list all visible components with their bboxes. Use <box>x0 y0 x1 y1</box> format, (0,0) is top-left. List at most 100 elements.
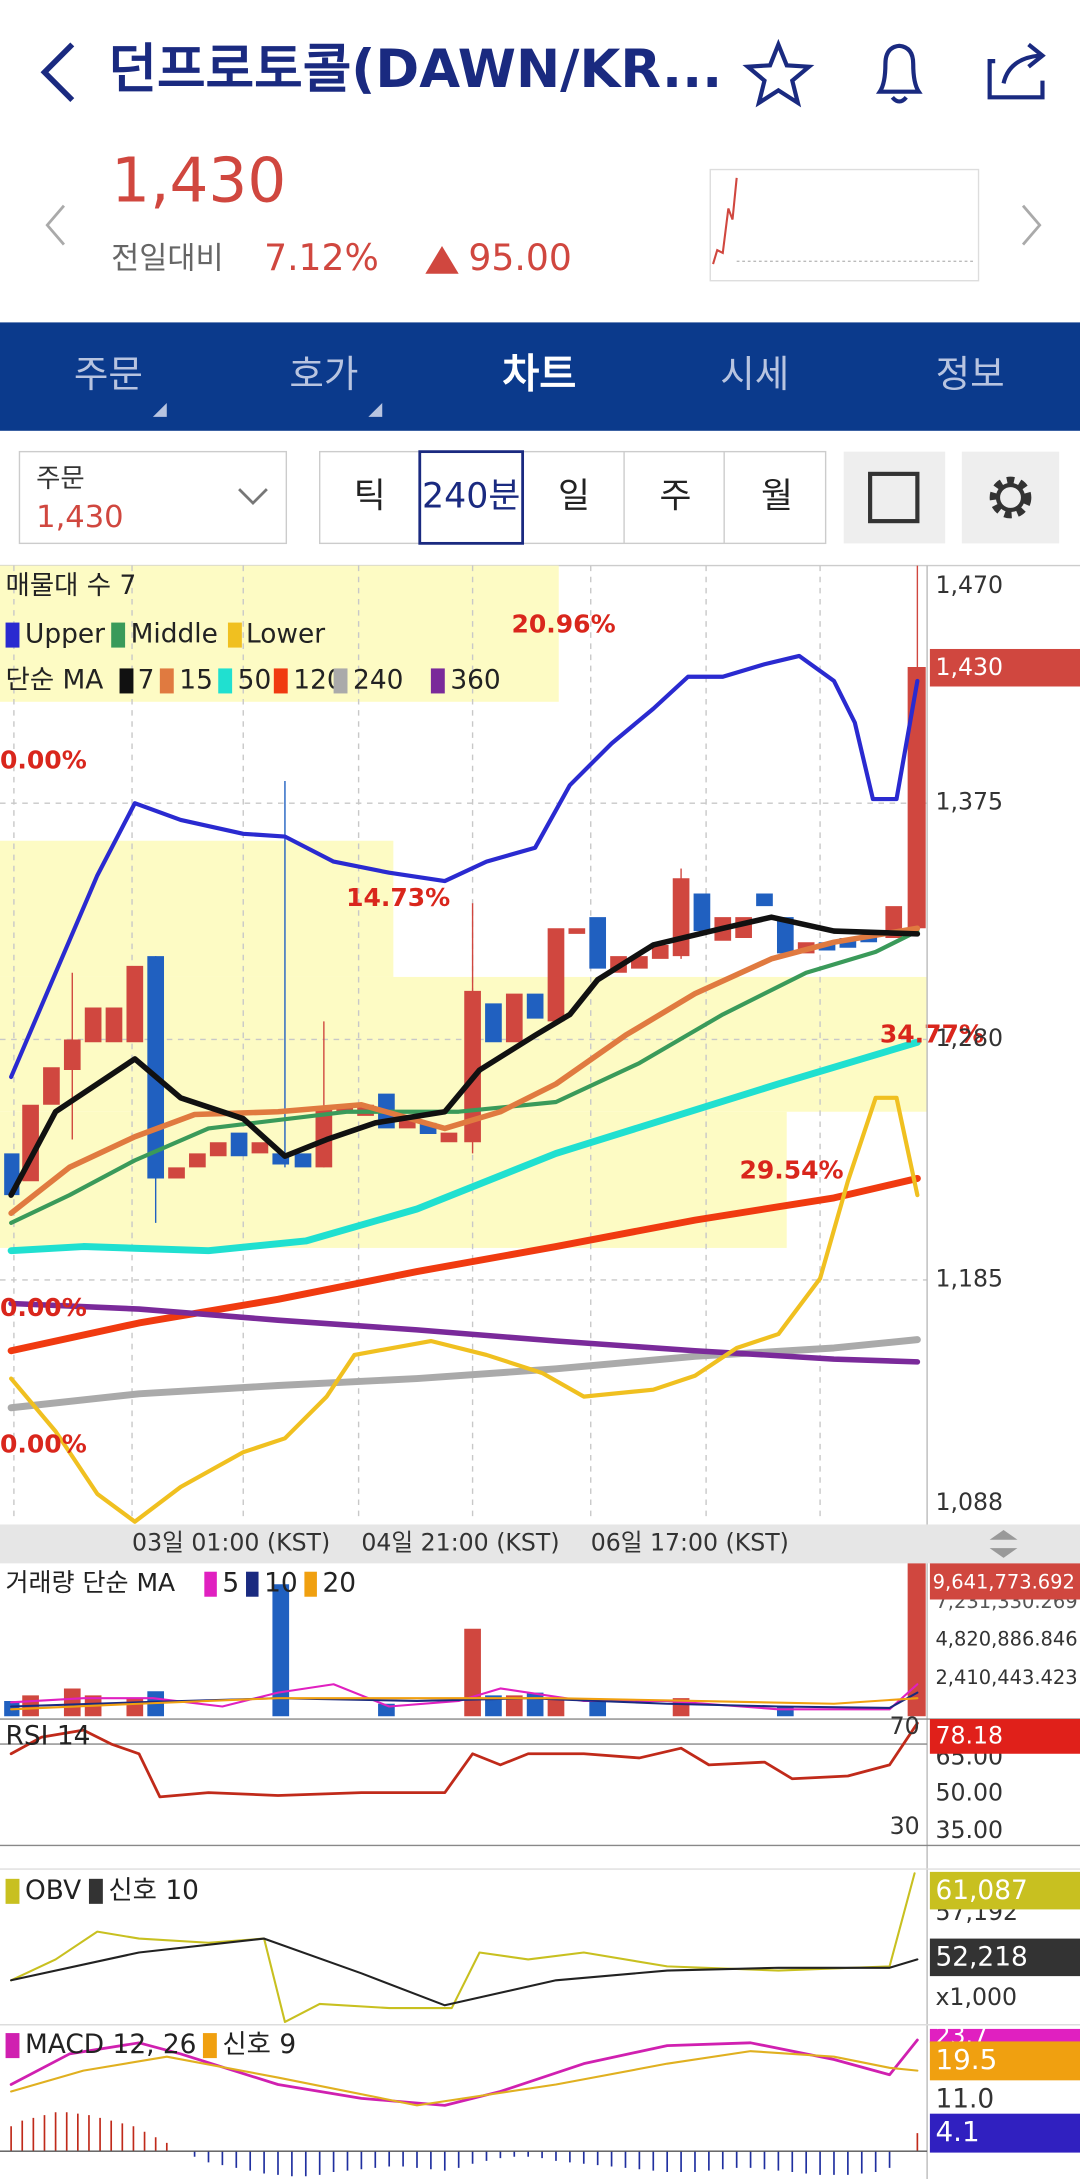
swatch <box>333 668 348 694</box>
time-label: 06일 17:00 (KST) <box>591 1528 789 1556</box>
rsi-line <box>9 1721 919 1799</box>
rsi-badge <box>929 1719 1080 1754</box>
current-price-label: 1,430 <box>935 653 1003 681</box>
tab[interactable]: 호가 <box>289 352 358 396</box>
axis-label: 50.00 <box>935 1779 1003 1807</box>
legend-item: 240 <box>353 664 403 695</box>
period-button[interactable]: 240분 <box>422 477 520 517</box>
profile-percent: 20.96% <box>512 609 616 638</box>
macd-panel: MACD 12, 26 신호 9 23.7 19.5 11.0 4.1 <box>0 2022 1080 2177</box>
order-select[interactable] <box>18 450 288 545</box>
back-button[interactable] <box>40 42 75 103</box>
volume-ma-5 <box>10 1683 919 1711</box>
panel-label: RSI 14 <box>6 1721 91 1752</box>
alert-button[interactable] <box>875 43 923 104</box>
favorite-button[interactable] <box>742 38 815 108</box>
rsi-panel: RSI 14 70 30 65.00 78.18 50.00 35.00 <box>0 1712 1080 1847</box>
indicator-lines <box>7 653 921 1524</box>
obv-signal <box>10 1937 919 2007</box>
axis-unit: x1,000 <box>935 1983 1017 2011</box>
rsi-current: 78.18 <box>935 1722 1003 1750</box>
profile-percent: 0.00% <box>0 746 87 775</box>
ma-120 <box>7 1174 921 1355</box>
profile-percent: 29.54% <box>739 1155 843 1184</box>
tab-bar: 주문 호가 차트 시세 정보 <box>0 322 1080 431</box>
swatch <box>204 1571 217 1597</box>
obv-signal-badge <box>929 1938 1080 1977</box>
period-group <box>318 450 827 545</box>
axis-label: 1,280 <box>935 1024 1003 1052</box>
change-percent: 7.12% <box>264 236 379 279</box>
macd-signal-badge <box>929 2041 1080 2081</box>
macd-hist-current: 4.1 <box>935 2115 979 2148</box>
rsi-level: 30 <box>890 1812 920 1840</box>
upper-band <box>9 653 920 1080</box>
legend-item: 50 <box>238 664 272 695</box>
header: 던프로토콜(DAWN/KR... <box>40 38 1046 108</box>
swatch <box>159 668 174 694</box>
square-icon <box>868 471 920 524</box>
obv-badge <box>929 1871 1080 1910</box>
period-button[interactable]: 일 <box>558 477 590 517</box>
swatch <box>111 622 126 648</box>
time-axis-bg <box>0 1524 1080 1564</box>
ma-50 <box>7 1038 921 1255</box>
panel-label: 거래량 단순 MA <box>6 1568 176 1597</box>
main-chart: 매물대 수 7 Upper Middle Lower 단순 MA 7 15 50… <box>0 564 1080 2179</box>
resize-handle[interactable] <box>989 1530 1018 1558</box>
volume-current: 9,641,773.692 <box>933 1570 1075 1593</box>
macd-hist-badge <box>929 2113 1080 2153</box>
ma-15 <box>8 925 921 1216</box>
swatch <box>5 1878 20 1904</box>
next-button[interactable] <box>1021 204 1042 246</box>
draw-button[interactable] <box>843 451 946 544</box>
tab-marker <box>368 403 383 417</box>
axis-label: 2,410,443.423 <box>935 1666 1077 1689</box>
mini-line <box>712 177 738 265</box>
legend: 매물대 수 7 Upper Middle Lower 단순 MA 7 15 50… <box>5 570 501 695</box>
settings-button[interactable] <box>961 451 1060 544</box>
legend-item: 5 <box>222 1568 239 1599</box>
share-button[interactable] <box>987 42 1046 100</box>
period-button[interactable]: 주 <box>660 477 692 517</box>
period-selected <box>418 450 525 545</box>
period-button[interactable]: 틱 <box>354 477 386 517</box>
profile-percent: 34.77% <box>880 1019 984 1048</box>
mini-chart <box>709 168 980 282</box>
volume-up <box>22 1563 926 1717</box>
current-price: 1,430 <box>111 145 286 216</box>
change-amount: 95.00 <box>468 236 571 279</box>
time-label: 04일 21:00 (KST) <box>361 1528 559 1556</box>
swatch <box>304 1571 317 1597</box>
tab-active[interactable]: 차트 <box>502 351 576 398</box>
prev-button[interactable] <box>45 204 65 246</box>
tab[interactable]: 시세 <box>720 352 789 396</box>
axis-label: 35.00 <box>935 1816 1003 1844</box>
swatch <box>119 668 134 694</box>
period-button[interactable]: 월 <box>761 477 793 517</box>
swatch <box>218 668 233 694</box>
macd-signal <box>10 2050 919 2107</box>
price-summary: 1,430 전일대비 7.12% 95.00 <box>45 145 1042 282</box>
profile-percent: 0.00% <box>0 1429 87 1458</box>
panel-label: OBV <box>25 1875 81 1906</box>
volume-badge <box>929 1563 1080 1600</box>
swatch <box>88 1878 103 1904</box>
legend-item: Upper <box>25 619 105 650</box>
tab[interactable]: 정보 <box>936 352 1005 396</box>
up-icon <box>425 245 459 274</box>
legend-item: 15 <box>179 664 213 695</box>
legend-item: 신호 10 <box>108 1875 199 1906</box>
ma-360 <box>8 1300 921 1365</box>
tab[interactable]: 주문 <box>74 352 143 396</box>
legend-item: 신호 9 <box>222 2029 296 2060</box>
ma-7 <box>8 914 921 1198</box>
legend-item: 20 <box>322 1568 356 1599</box>
time-label: 03일 01:00 (KST) <box>132 1528 330 1556</box>
legend-item: 360 <box>450 664 500 695</box>
price-axis: 1,470 1,430 1,375 1,280 1,185 1,088 <box>929 571 1080 1516</box>
profile-percent: 14.73% <box>346 883 450 912</box>
legend-item: 7 <box>138 664 155 695</box>
